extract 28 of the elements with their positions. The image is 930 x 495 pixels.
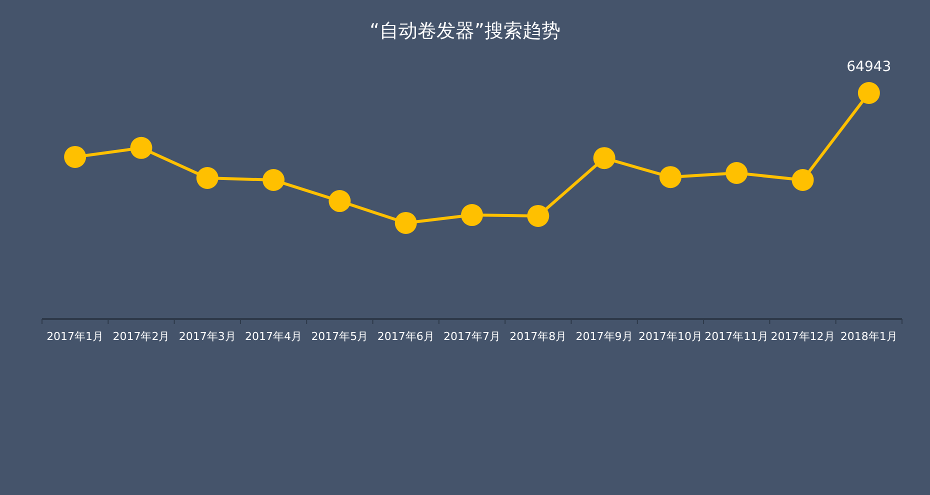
point [527,204,550,227]
x-tick-label: 2017年8月 [510,330,567,343]
x-tick-label: 2018年1月 [840,330,898,343]
x-tick-label: 2017年4月 [245,330,302,343]
point [461,204,483,226]
x-tick-label: 2017年9月 [576,330,633,343]
point [593,147,616,170]
point [858,82,880,104]
x-tick-label: 2017年11月 [704,330,769,343]
point [659,166,682,188]
point [726,162,748,184]
point [328,190,351,212]
x-tick-label: 2017年2月 [112,330,170,343]
annotation: 64943 [846,59,892,75]
point [196,166,218,189]
point [394,212,417,234]
x-tick-label: 2017年12月 [770,330,835,343]
x-tick-label: 2017年3月 [178,330,236,343]
x-tick-label: 2017年1月 [46,330,104,343]
x-tick-label: 2017年7月 [444,330,500,343]
x-tick-label: 2017年10月 [638,330,702,343]
point [130,136,152,159]
point [262,169,285,192]
x-tick-label: 2017年5月 [311,330,368,343]
chart-title: “自动卷发器”搜索趋势 [370,20,560,42]
point [792,169,814,192]
point [64,146,86,168]
x-tick-label: 2017年6月 [377,330,434,343]
